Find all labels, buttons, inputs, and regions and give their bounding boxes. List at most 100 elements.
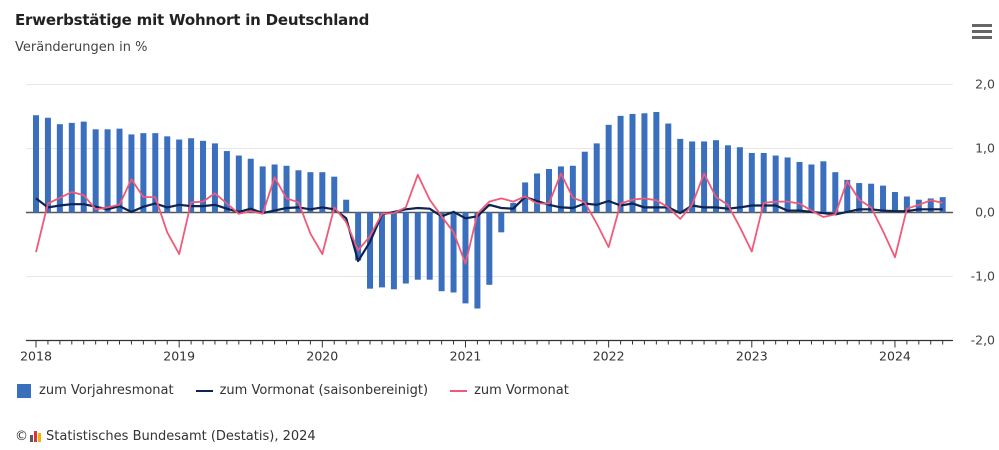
bar [653, 112, 660, 213]
bar [462, 212, 469, 304]
line-vormonat-saisonbereinigt [35, 196, 943, 263]
bar [939, 197, 946, 213]
legend-label: zum Vormonat [474, 383, 569, 398]
bar [844, 179, 851, 213]
y-tick-label: -1,0 [971, 269, 995, 284]
bar [736, 147, 743, 213]
x-tick-label: 2023 [736, 349, 768, 364]
y-tick-label: -2,0 [971, 333, 995, 348]
bar [569, 165, 576, 213]
bar [629, 113, 636, 213]
bar [247, 158, 254, 213]
chart-plot-area: 2,01,00,0-1,0-2,0 2018 2019 2020 2021 2022 20… [20, 77, 995, 364]
legend: zum Vorjahresmonat zum Vormonat (saisonb… [17, 383, 591, 398]
legend-swatch-bar-icon [17, 383, 31, 398]
bar [486, 212, 493, 285]
bar [56, 124, 63, 213]
bar [760, 152, 767, 213]
bar [259, 166, 266, 213]
bar [713, 140, 720, 213]
bar [414, 212, 421, 280]
legend-label: zum Vormonat (saisonbereinigt) [219, 383, 429, 398]
bar [808, 164, 815, 213]
bar [748, 152, 755, 213]
bar [498, 212, 505, 233]
bar [534, 173, 541, 213]
bar [128, 134, 135, 213]
bar [438, 212, 445, 292]
bar [188, 138, 195, 213]
bar-series-vorjahresmonat [33, 112, 946, 309]
bar [474, 212, 481, 309]
bar [450, 212, 457, 293]
bar [33, 115, 39, 213]
bar [880, 185, 887, 213]
bar [271, 164, 278, 213]
bar [211, 143, 218, 213]
y-tick-label: 2,0 [975, 77, 995, 92]
bar [784, 157, 791, 213]
bar [402, 212, 409, 284]
legend-label: zum Vorjahresmonat [39, 383, 174, 398]
bar [701, 141, 708, 213]
destatis-logo-icon [30, 431, 42, 442]
bar [343, 199, 350, 213]
bar [80, 121, 87, 213]
copyright-icon: © [15, 429, 28, 444]
bar [331, 176, 338, 213]
legend-item-vormonat-saisonbereinigt[interactable]: zum Vormonat (saisonbereinigt) [195, 383, 429, 398]
bar [641, 113, 648, 213]
bar [223, 151, 230, 213]
bar [426, 212, 433, 280]
menu-bar [972, 36, 992, 39]
y-axis-labels: 2,0 1,0 0,0 -1,0 -2,0 [971, 77, 995, 348]
bar [92, 129, 99, 213]
bar [724, 145, 731, 213]
legend-swatch-line-icon [450, 389, 468, 392]
x-tick-label: 2022 [593, 349, 625, 364]
legend-item-vormonat[interactable]: zum Vormonat [450, 383, 569, 398]
legend-swatch-line-icon [195, 389, 213, 392]
credits-text: Statistisches Bundesamt (Destatis), 2024 [46, 429, 316, 444]
x-tick-label: 2019 [163, 349, 195, 364]
line-series-group [35, 172, 943, 265]
hamburger-menu-icon[interactable] [972, 24, 992, 40]
bar [903, 196, 910, 213]
bar [200, 140, 207, 213]
bar [891, 192, 898, 213]
x-axis-labels: 2018 2019 2020 2021 2022 2023 2024 [20, 349, 911, 364]
menu-bar [972, 30, 992, 33]
bar [355, 212, 362, 261]
credits[interactable]: © Statistisches Bundesamt (Destatis), 20… [15, 429, 316, 444]
bar [796, 161, 803, 213]
legend-item-vorjahresmonat[interactable]: zum Vorjahresmonat [17, 383, 174, 398]
bar [378, 212, 385, 288]
y-tick-label: 0,0 [975, 205, 995, 220]
chart-subtitle: Veränderungen in % [15, 40, 148, 55]
bar [68, 122, 75, 213]
bar [116, 128, 123, 213]
bar [593, 143, 600, 213]
chart-title: Erwerbstätige mit Wohnort in Deutschland [15, 11, 370, 29]
x-tick-label: 2018 [20, 349, 52, 364]
y-tick-label: 1,0 [975, 141, 995, 156]
bar [283, 165, 290, 213]
bar [617, 115, 624, 213]
bar [44, 117, 51, 213]
bar [677, 138, 684, 213]
bar [295, 170, 302, 213]
bar [605, 124, 612, 213]
bar [176, 139, 183, 213]
bar [235, 155, 242, 213]
bar [367, 212, 374, 289]
bar [665, 123, 672, 213]
bar [152, 133, 159, 213]
bar [545, 168, 552, 213]
line-vormonat [35, 172, 943, 265]
bar [689, 141, 696, 213]
bar [104, 129, 111, 213]
bar [319, 172, 326, 213]
bar [307, 172, 314, 213]
bar [557, 166, 564, 213]
bar [868, 183, 875, 213]
